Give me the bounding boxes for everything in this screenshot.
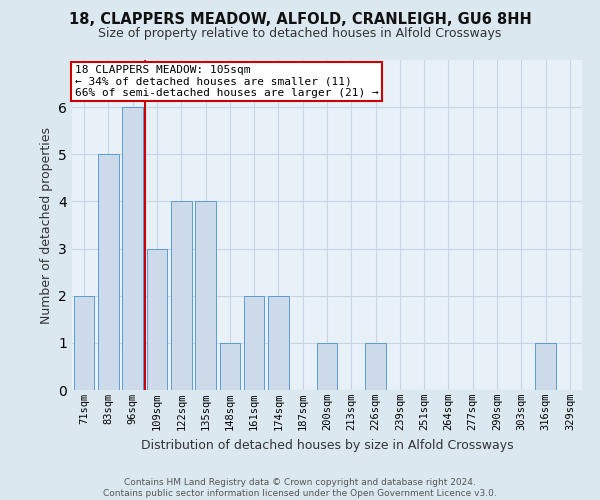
Bar — [220, 343, 240, 390]
X-axis label: Distribution of detached houses by size in Alfold Crossways: Distribution of detached houses by size … — [140, 438, 514, 452]
Bar — [74, 296, 94, 390]
Bar — [535, 343, 556, 390]
Bar — [244, 296, 265, 390]
Bar — [365, 343, 386, 390]
Text: 18 CLAPPERS MEADOW: 105sqm
← 34% of detached houses are smaller (11)
66% of semi: 18 CLAPPERS MEADOW: 105sqm ← 34% of deta… — [74, 65, 379, 98]
Bar — [171, 202, 191, 390]
Bar — [98, 154, 119, 390]
Bar — [317, 343, 337, 390]
Y-axis label: Number of detached properties: Number of detached properties — [40, 126, 53, 324]
Text: Size of property relative to detached houses in Alfold Crossways: Size of property relative to detached ho… — [98, 28, 502, 40]
Bar — [195, 202, 216, 390]
Bar — [122, 107, 143, 390]
Bar — [268, 296, 289, 390]
Bar — [146, 248, 167, 390]
Text: Contains HM Land Registry data © Crown copyright and database right 2024.
Contai: Contains HM Land Registry data © Crown c… — [103, 478, 497, 498]
Text: 18, CLAPPERS MEADOW, ALFOLD, CRANLEIGH, GU6 8HH: 18, CLAPPERS MEADOW, ALFOLD, CRANLEIGH, … — [68, 12, 532, 28]
